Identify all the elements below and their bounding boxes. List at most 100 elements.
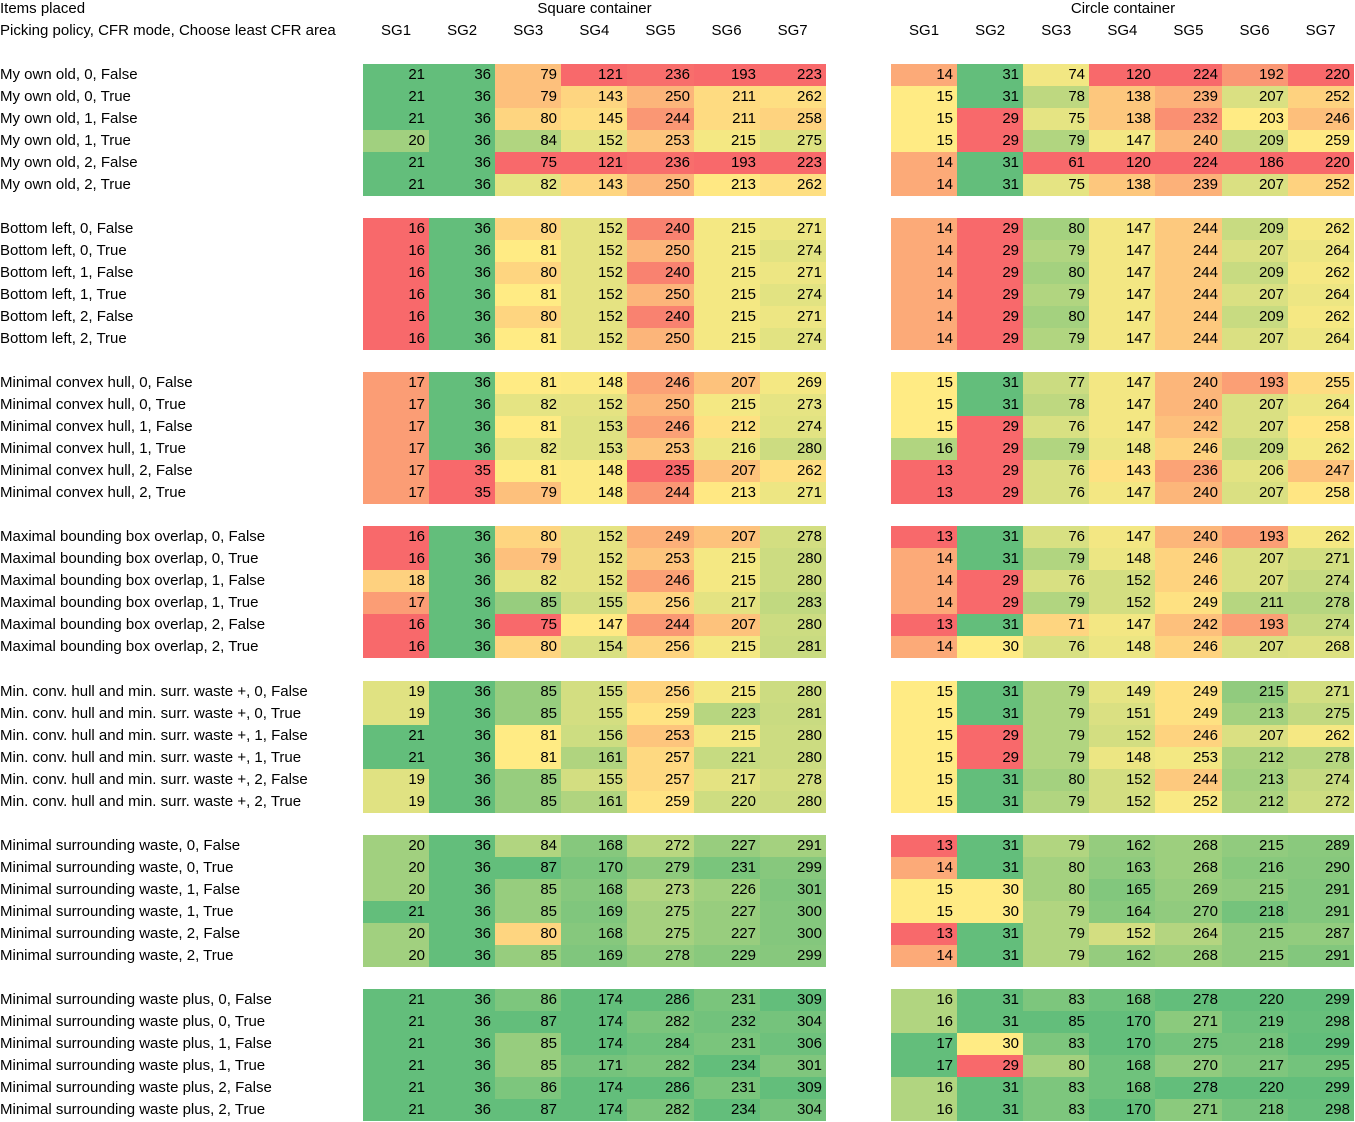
- circle-cell[interactable]: 14: [891, 218, 957, 240]
- square-cell[interactable]: 36: [429, 548, 495, 570]
- square-cell[interactable]: 280: [760, 791, 826, 813]
- circle-cell[interactable]: 232: [1155, 108, 1222, 130]
- circle-cell[interactable]: 14: [891, 592, 957, 614]
- circle-cell[interactable]: 14: [891, 570, 957, 592]
- square-cell[interactable]: 301: [760, 879, 826, 901]
- square-cell[interactable]: 213: [694, 482, 760, 504]
- square-cell[interactable]: 227: [694, 923, 760, 945]
- square-cell[interactable]: 291: [760, 835, 826, 857]
- square-cell[interactable]: 80: [495, 218, 561, 240]
- square-cell[interactable]: 20: [363, 923, 429, 945]
- square-cell[interactable]: 81: [495, 460, 561, 482]
- square-cell[interactable]: 36: [429, 879, 495, 901]
- circle-cell[interactable]: 30: [957, 879, 1023, 901]
- square-cell[interactable]: 152: [561, 262, 627, 284]
- circle-cell[interactable]: 29: [957, 108, 1023, 130]
- square-cell[interactable]: 215: [694, 394, 760, 416]
- circle-cell[interactable]: 278: [1155, 1077, 1222, 1099]
- circle-cell[interactable]: 31: [957, 614, 1023, 636]
- circle-cell[interactable]: 75: [1023, 108, 1089, 130]
- circle-cell[interactable]: 272: [1288, 791, 1354, 813]
- square-cell[interactable]: 215: [694, 284, 760, 306]
- square-cell[interactable]: 86: [495, 989, 561, 1011]
- circle-cell[interactable]: 14: [891, 284, 957, 306]
- square-cell[interactable]: 36: [429, 1011, 495, 1033]
- circle-cell[interactable]: 262: [1288, 725, 1354, 747]
- square-cell[interactable]: 82: [495, 570, 561, 592]
- square-cell[interactable]: 36: [429, 901, 495, 923]
- circle-cell[interactable]: 246: [1288, 108, 1354, 130]
- square-cell[interactable]: 147: [561, 614, 627, 636]
- circle-cell[interactable]: 79: [1023, 130, 1089, 152]
- square-cell[interactable]: 231: [694, 1033, 760, 1055]
- square-cell[interactable]: 223: [760, 64, 826, 86]
- circle-cell[interactable]: 193: [1222, 372, 1288, 394]
- square-cell[interactable]: 211: [694, 108, 760, 130]
- circle-cell[interactable]: 79: [1023, 945, 1089, 967]
- square-cell[interactable]: 36: [429, 747, 495, 769]
- circle-cell[interactable]: 274: [1288, 570, 1354, 592]
- square-cell[interactable]: 85: [495, 945, 561, 967]
- circle-cell[interactable]: 14: [891, 328, 957, 350]
- square-cell[interactable]: 262: [760, 86, 826, 108]
- circle-cell[interactable]: 299: [1288, 1077, 1354, 1099]
- circle-cell[interactable]: 31: [957, 1099, 1023, 1121]
- square-cell[interactable]: 17: [363, 438, 429, 460]
- circle-cell[interactable]: 15: [891, 901, 957, 923]
- circle-cell[interactable]: 31: [957, 945, 1023, 967]
- square-cell[interactable]: 36: [429, 174, 495, 196]
- square-cell[interactable]: 17: [363, 592, 429, 614]
- circle-cell[interactable]: 207: [1222, 86, 1288, 108]
- square-cell[interactable]: 216: [694, 438, 760, 460]
- square-cell[interactable]: 87: [495, 1011, 561, 1033]
- circle-cell[interactable]: 207: [1222, 725, 1288, 747]
- circle-cell[interactable]: 239: [1155, 174, 1222, 196]
- circle-cell[interactable]: 31: [957, 989, 1023, 1011]
- square-cell[interactable]: 36: [429, 592, 495, 614]
- circle-cell[interactable]: 213: [1222, 769, 1288, 791]
- circle-cell[interactable]: 80: [1023, 262, 1089, 284]
- square-cell[interactable]: 309: [760, 1077, 826, 1099]
- square-cell[interactable]: 36: [429, 945, 495, 967]
- circle-cell[interactable]: 61: [1023, 152, 1089, 174]
- circle-cell[interactable]: 259: [1288, 130, 1354, 152]
- circle-cell[interactable]: 29: [957, 130, 1023, 152]
- square-cell[interactable]: 299: [760, 945, 826, 967]
- circle-cell[interactable]: 78: [1023, 394, 1089, 416]
- circle-cell[interactable]: 224: [1155, 152, 1222, 174]
- circle-cell[interactable]: 79: [1023, 681, 1089, 703]
- circle-cell[interactable]: 270: [1155, 1055, 1222, 1077]
- square-cell[interactable]: 82: [495, 394, 561, 416]
- square-cell[interactable]: 36: [429, 769, 495, 791]
- circle-cell[interactable]: 30: [957, 901, 1023, 923]
- circle-cell[interactable]: 224: [1155, 64, 1222, 86]
- square-cell[interactable]: 280: [760, 747, 826, 769]
- circle-cell[interactable]: 75: [1023, 174, 1089, 196]
- circle-cell[interactable]: 264: [1155, 923, 1222, 945]
- circle-cell[interactable]: 76: [1023, 416, 1089, 438]
- square-cell[interactable]: 212: [694, 416, 760, 438]
- square-cell[interactable]: 85: [495, 769, 561, 791]
- square-cell[interactable]: 234: [694, 1099, 760, 1121]
- square-cell[interactable]: 154: [561, 636, 627, 658]
- square-cell[interactable]: 36: [429, 725, 495, 747]
- circle-cell[interactable]: 16: [891, 1011, 957, 1033]
- square-cell[interactable]: 36: [429, 681, 495, 703]
- square-cell[interactable]: 155: [561, 592, 627, 614]
- circle-cell[interactable]: 31: [957, 923, 1023, 945]
- circle-cell[interactable]: 138: [1089, 174, 1155, 196]
- circle-cell[interactable]: 15: [891, 681, 957, 703]
- circle-cell[interactable]: 212: [1222, 791, 1288, 813]
- circle-cell[interactable]: 120: [1089, 64, 1155, 86]
- circle-cell[interactable]: 80: [1023, 218, 1089, 240]
- circle-cell[interactable]: 258: [1288, 482, 1354, 504]
- square-cell[interactable]: 36: [429, 438, 495, 460]
- circle-cell[interactable]: 76: [1023, 460, 1089, 482]
- circle-cell[interactable]: 278: [1288, 747, 1354, 769]
- circle-cell[interactable]: 215: [1222, 835, 1288, 857]
- square-cell[interactable]: 284: [627, 1033, 694, 1055]
- square-cell[interactable]: 80: [495, 262, 561, 284]
- square-cell[interactable]: 21: [363, 747, 429, 769]
- square-cell[interactable]: 87: [495, 857, 561, 879]
- square-cell[interactable]: 21: [363, 1011, 429, 1033]
